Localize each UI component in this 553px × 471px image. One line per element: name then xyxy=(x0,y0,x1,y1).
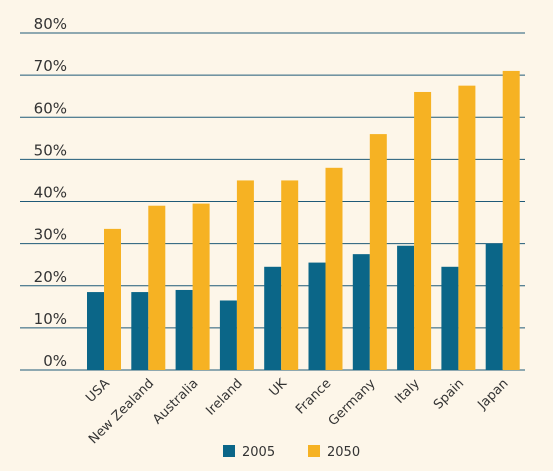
y-tick-label: 70% xyxy=(34,57,67,75)
bar-2050-australia xyxy=(192,203,210,370)
bar-2005-japan xyxy=(485,243,503,370)
y-tick-label: 30% xyxy=(34,226,67,244)
bar-2005-germany xyxy=(352,254,370,370)
y-tick-label: 60% xyxy=(34,99,67,117)
bar-2050-italy xyxy=(414,91,432,370)
y-tick-label: 20% xyxy=(34,268,67,286)
bar-2005-ireland xyxy=(219,300,237,370)
bar-2050-usa xyxy=(104,228,121,370)
legend-swatch-2005 xyxy=(223,445,235,457)
legend-label-2005: 2005 xyxy=(242,445,275,460)
y-tick-label: 40% xyxy=(34,184,67,202)
legend-swatch-2050 xyxy=(308,445,320,457)
y-tick-label: 0% xyxy=(43,352,67,370)
legend-label-2050: 2050 xyxy=(327,445,360,460)
bar-2050-spain xyxy=(458,85,476,370)
legend: 2005 2050 xyxy=(223,445,360,460)
bar-2050-ireland xyxy=(236,180,254,370)
bar-2005-new-zealand xyxy=(131,292,149,370)
bar-2005-australia xyxy=(175,289,193,370)
bar-2050-japan xyxy=(502,70,520,370)
bar-2005-usa xyxy=(87,292,104,370)
y-tick-label: 50% xyxy=(34,141,67,159)
bar-2005-italy xyxy=(397,245,415,370)
bar-2005-spain xyxy=(441,266,459,370)
bar-2005-france xyxy=(308,262,326,370)
y-axis-tick-labels: 0% 10% 20% 30% 40% 50% 60% 70% 80% xyxy=(34,15,67,370)
bar-2005-uk xyxy=(264,266,282,370)
bar-2050-germany xyxy=(369,134,387,370)
y-tick-label: 80% xyxy=(34,15,67,33)
bar-2050-uk xyxy=(281,180,299,370)
bar-2050-new-zealand xyxy=(148,205,166,370)
bars xyxy=(87,70,520,370)
y-tick-label: 10% xyxy=(34,310,67,328)
bar-2050-france xyxy=(325,167,343,370)
